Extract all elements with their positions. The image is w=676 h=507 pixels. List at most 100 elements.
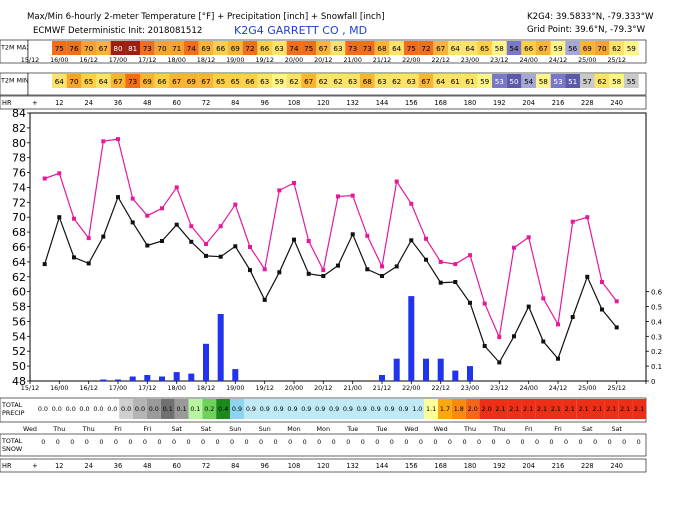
t2m-min-point [248, 268, 252, 273]
total-precip-value: 1.7 [440, 405, 450, 413]
t2m-min-value: 64 [55, 77, 65, 86]
hr-tick-bottom: 228 [581, 462, 594, 470]
t2m-min-point [350, 232, 355, 237]
total-precip-value: 0.0 [66, 405, 76, 413]
t2m-max-cell [198, 41, 214, 55]
t2m-min-cell [198, 74, 214, 88]
y2-tick-label: 0.2 [651, 348, 662, 356]
t2m-max-point [570, 219, 575, 224]
t2m-max-value: 75 [304, 44, 313, 53]
total-precip-value: 2.1 [565, 405, 575, 413]
t2m-min-value: 62 [333, 77, 342, 86]
total-precip-value: 2.0 [468, 405, 478, 413]
precip-bar [452, 370, 459, 381]
date-tick-top: 17/00 [109, 56, 127, 64]
total-snow-value: 0 [375, 438, 379, 446]
day-label: Thu [492, 425, 505, 433]
t2m-max-value: 64 [465, 44, 475, 53]
t2m-max-point [218, 224, 223, 229]
t2m-max-point [321, 268, 326, 273]
total-snow-value: 0 [564, 438, 568, 446]
hr-tick-top: 60 [173, 99, 181, 107]
t2m-min-point [262, 297, 267, 302]
total-snow-value: 0 [215, 438, 219, 446]
t2m-min-cell [316, 74, 331, 88]
t2m-min-line [44, 195, 618, 364]
y-tick-label: 58 [12, 301, 26, 314]
t2m-min-cell [52, 74, 67, 88]
total-snow-value: 0 [230, 438, 234, 446]
day-label: Sat [611, 425, 622, 433]
total-precip-cell [618, 399, 633, 419]
hr-tick-bottom: 72 [202, 462, 210, 470]
t2m-max-value: 54 [509, 44, 519, 53]
t2m-min-cell [301, 74, 316, 88]
t2m-max-value: 80 [113, 44, 123, 53]
t2m-max-value: 58 [495, 44, 505, 53]
t2m-max-point [86, 236, 91, 241]
t2m-min-cell [624, 74, 639, 88]
total-precip-value: 0.9 [315, 405, 325, 413]
total-snow-value: 0 [433, 438, 437, 446]
t2m-min-value: 59 [275, 77, 285, 86]
t2m-max-point [292, 181, 296, 185]
date-tick-top: 23/00 [461, 56, 479, 64]
t2m-max-value: 73 [363, 44, 372, 53]
day-label: Thu [82, 425, 95, 433]
t2m-min-value: 66 [245, 77, 255, 86]
total-precip-value: 2.1 [592, 405, 602, 413]
hr-tick-top: 216 [552, 99, 565, 107]
hr-row-top [0, 95, 647, 110]
total-snow-value: 0 [608, 438, 612, 446]
t2m-max-cell [81, 41, 96, 55]
total-precip-value: 0.9 [232, 405, 242, 413]
t2m-max-value: 67 [319, 44, 328, 53]
total-precip-value: 0.9 [371, 405, 381, 413]
hr-row-bottom [0, 458, 647, 473]
precip-bar [129, 376, 136, 381]
hr-tick-top: 36 [114, 99, 122, 107]
y-tick-label: 64 [12, 256, 26, 269]
total-snow-value: 0 [404, 438, 408, 446]
t2m-min-point [130, 220, 135, 225]
t2m-max-point [365, 233, 370, 238]
t2m-max-value: 81 [128, 44, 137, 53]
t2m-min-point [321, 274, 326, 278]
hr-tick-bottom: 120 [317, 462, 330, 470]
t2m-min-cell [594, 74, 610, 88]
total-precip-cell [562, 399, 577, 419]
t2m-max-value: 66 [524, 44, 534, 53]
hr-tick-bottom: 84 [231, 462, 239, 470]
t2m-max-value: 73 [143, 44, 152, 53]
total-precip-value: 0.4 [218, 405, 228, 413]
hr-tick-top: 132 [346, 99, 359, 107]
t2m-max-value: 71 [172, 44, 181, 53]
t2m-min-point [600, 307, 604, 312]
t2m-min-cell [492, 74, 507, 88]
hr-tick-bottom: 192 [493, 462, 506, 470]
t2m-max-cell [550, 41, 566, 55]
t2m-max-cell [272, 41, 287, 55]
date-tick-top: 22/12 [431, 56, 449, 64]
hr-tick-bottom: 36 [114, 462, 122, 470]
y-tick-label: 80 [12, 137, 26, 150]
t2m-max-value: 59 [553, 44, 563, 53]
t2m-min-cell [418, 74, 434, 88]
total-precip-cell [105, 399, 120, 419]
total-precip-cell [285, 399, 300, 419]
t2m-max-value: 64 [392, 44, 402, 53]
date-tick-bottom: 17/12 [138, 384, 156, 392]
t2m-min-point [174, 222, 179, 227]
t2m-min-value: 58 [539, 77, 549, 86]
precip-bar [203, 343, 209, 381]
station-coordinates: K2G4: 39.5833°N, -79.333°W [527, 12, 654, 22]
date-tick-top: 16/12 [79, 56, 97, 64]
day-label: Mon [317, 425, 330, 433]
t2m-min-value: 65 [231, 77, 240, 86]
hr-tick-bottom: 12 [55, 462, 63, 470]
total-precip-cell [549, 399, 563, 419]
total-precip-value: 0.9 [274, 405, 284, 413]
t2m-min-value: 53 [553, 77, 562, 86]
t2m-max-point [160, 206, 164, 211]
total-snow-value: 0 [491, 438, 495, 446]
